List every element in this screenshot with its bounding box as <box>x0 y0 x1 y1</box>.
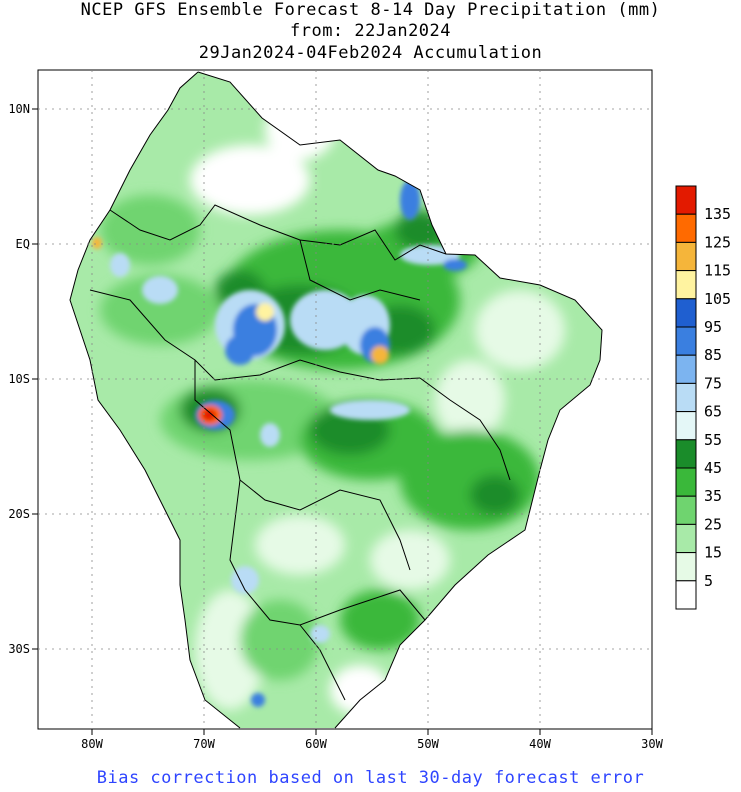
forecast-date: from: 22Jan2024 <box>289 21 452 41</box>
colorbar-swatch <box>675 495 697 525</box>
colorbar-label: 105 <box>704 290 731 308</box>
lon-label: 70W <box>193 737 215 751</box>
bias-correction-note: Bias correction based on last 30-day for… <box>96 768 645 788</box>
colorbar-label: 115 <box>704 262 731 280</box>
lat-label: EQ <box>16 237 30 251</box>
colorbar-label: 95 <box>704 318 722 336</box>
axis-ticks <box>32 108 653 735</box>
colorbar-swatch <box>675 411 697 441</box>
grid-lines <box>38 70 652 729</box>
colorbar-label: 135 <box>704 205 731 223</box>
colorbar-label: 45 <box>704 459 722 477</box>
lat-label: 20S <box>8 507 30 521</box>
lon-label: 80W <box>81 737 103 751</box>
colorbar-label: 15 <box>704 544 722 562</box>
colorbar-swatch <box>675 523 697 554</box>
lat-label: 30S <box>8 642 30 656</box>
boundaries <box>69 71 603 729</box>
colorbar-swatch <box>675 185 697 215</box>
colorbar-label: 125 <box>704 233 731 251</box>
colorbar-swatch <box>675 580 697 610</box>
colorbar-swatch <box>675 439 697 469</box>
colorbar-swatch <box>675 270 697 300</box>
lon-label: 40W <box>529 737 551 751</box>
colorbar-swatch <box>675 213 697 243</box>
colorbar-swatch <box>675 354 697 384</box>
accumulation-period: 29Jan2024-04Feb2024 Accumulation <box>198 43 543 63</box>
colorbar-swatch <box>675 467 697 497</box>
lon-label: 30W <box>641 737 663 751</box>
colorbar-swatch <box>675 298 697 328</box>
lat-label: 10S <box>8 372 30 386</box>
colorbar-swatch <box>675 382 697 413</box>
colorbar-label: 55 <box>704 431 722 449</box>
colorbar-swatch <box>675 552 697 582</box>
colorbar: 135 125 115 105 95 85 75 65 55 45 35 25 15 5 <box>675 185 731 610</box>
colorbar-label: 25 <box>704 515 722 533</box>
colorbar-label: 75 <box>704 374 722 392</box>
colorbar-label: 35 <box>704 487 722 505</box>
colorbar-label: 65 <box>704 403 722 421</box>
colorbar-swatch <box>675 326 697 356</box>
lon-label: 50W <box>417 737 439 751</box>
colorbar-label: 85 <box>704 346 722 364</box>
lon-label: 60W <box>305 737 327 751</box>
chart-title: NCEP GFS Ensemble Forecast 8-14 Day Prec… <box>80 0 661 20</box>
lat-label: 10N <box>8 102 30 116</box>
colorbar-label: 5 <box>704 572 713 590</box>
colorbar-swatch <box>675 241 697 272</box>
